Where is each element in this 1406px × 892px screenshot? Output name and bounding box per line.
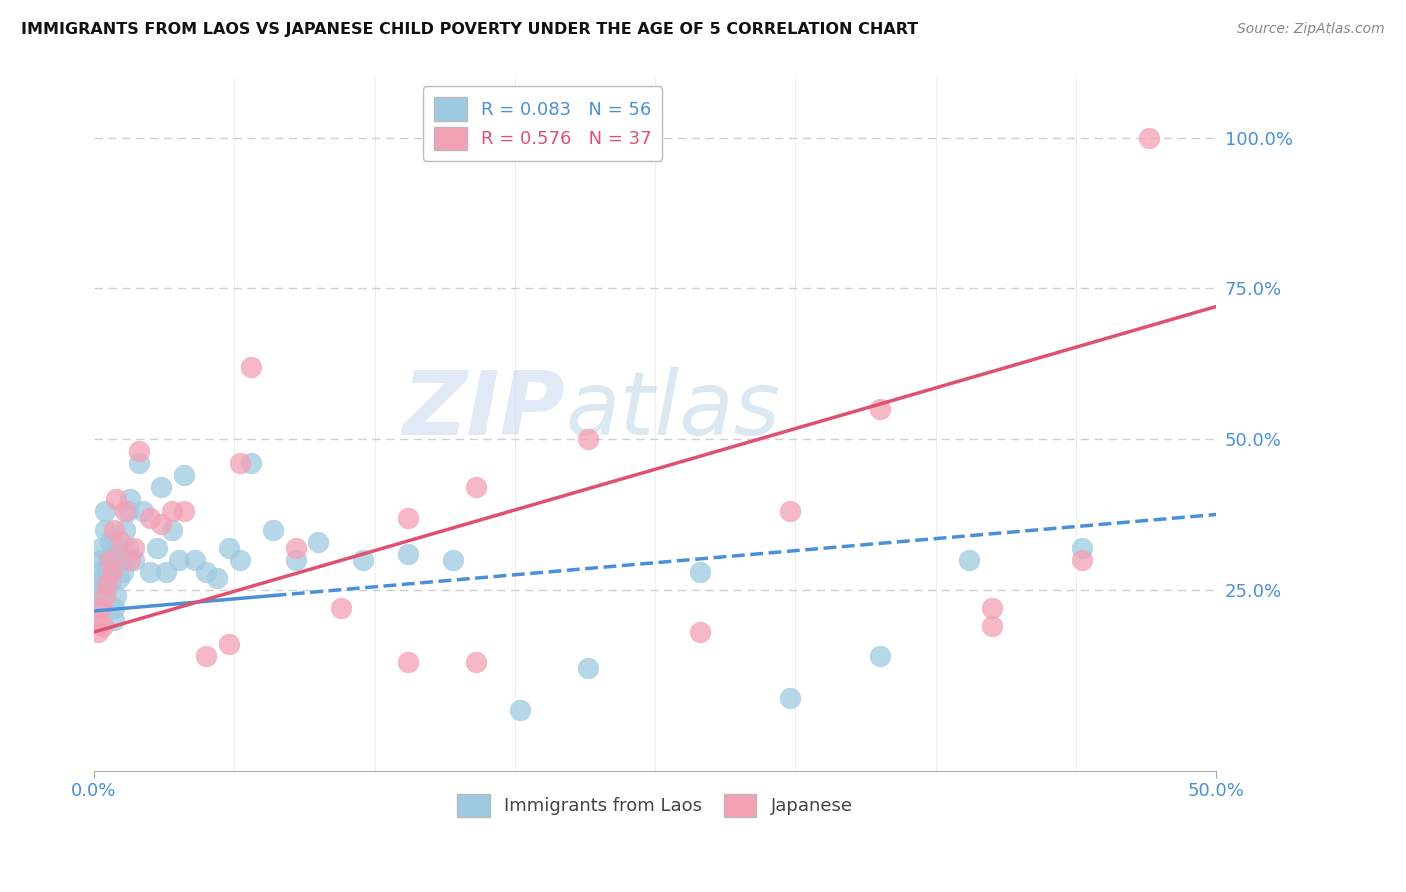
Point	[139, 510, 162, 524]
Text: atlas: atlas	[565, 368, 780, 453]
Point	[94, 589, 117, 603]
Point	[509, 703, 531, 717]
Point	[128, 444, 150, 458]
Point	[229, 552, 252, 566]
Point	[218, 637, 240, 651]
Point	[105, 541, 128, 555]
Legend: Immigrants from Laos, Japanese: Immigrants from Laos, Japanese	[450, 787, 860, 824]
Point	[869, 402, 891, 417]
Point	[124, 552, 146, 566]
Point	[980, 601, 1002, 615]
Point	[94, 523, 117, 537]
Point	[96, 552, 118, 566]
Point	[1070, 552, 1092, 566]
Point	[84, 613, 107, 627]
Point	[101, 547, 124, 561]
Point	[87, 565, 110, 579]
Point	[114, 504, 136, 518]
Point	[396, 510, 419, 524]
Point	[162, 504, 184, 518]
Point	[689, 625, 711, 640]
Point	[150, 516, 173, 531]
Point	[329, 601, 352, 615]
Point	[167, 552, 190, 566]
Text: IMMIGRANTS FROM LAOS VS JAPANESE CHILD POVERTY UNDER THE AGE OF 5 CORRELATION CH: IMMIGRANTS FROM LAOS VS JAPANESE CHILD P…	[21, 22, 918, 37]
Point	[229, 456, 252, 470]
Point	[96, 577, 118, 591]
Point	[155, 565, 177, 579]
Point	[240, 456, 263, 470]
Point	[139, 565, 162, 579]
Point	[184, 552, 207, 566]
Point	[195, 565, 218, 579]
Text: ZIP: ZIP	[402, 367, 565, 454]
Point	[464, 480, 486, 494]
Point	[84, 601, 107, 615]
Point	[103, 613, 125, 627]
Point	[117, 504, 139, 518]
Point	[957, 552, 980, 566]
Point	[90, 601, 112, 615]
Point	[396, 547, 419, 561]
Point	[132, 504, 155, 518]
Point	[441, 552, 464, 566]
Point	[91, 582, 114, 597]
Point	[240, 359, 263, 374]
Point	[779, 691, 801, 706]
Point	[146, 541, 169, 555]
Point	[91, 571, 114, 585]
Point	[91, 619, 114, 633]
Point	[576, 432, 599, 446]
Point	[218, 541, 240, 555]
Point	[1137, 130, 1160, 145]
Point	[101, 565, 124, 579]
Point	[105, 589, 128, 603]
Point	[98, 552, 121, 566]
Point	[124, 541, 146, 555]
Point	[112, 565, 135, 579]
Point	[87, 577, 110, 591]
Point	[103, 601, 125, 615]
Point	[284, 541, 307, 555]
Point	[110, 552, 132, 566]
Point	[195, 649, 218, 664]
Point	[980, 619, 1002, 633]
Point	[779, 504, 801, 518]
Point	[90, 541, 112, 555]
Point	[352, 552, 374, 566]
Point	[869, 649, 891, 664]
Point	[118, 492, 141, 507]
Point	[84, 589, 107, 603]
Point	[94, 504, 117, 518]
Point	[117, 541, 139, 555]
Point	[207, 571, 229, 585]
Point	[576, 661, 599, 675]
Point	[396, 655, 419, 669]
Point	[98, 577, 121, 591]
Point	[114, 523, 136, 537]
Point	[307, 534, 329, 549]
Point	[689, 565, 711, 579]
Point	[110, 534, 132, 549]
Point	[128, 456, 150, 470]
Point	[1070, 541, 1092, 555]
Point	[263, 523, 285, 537]
Text: Source: ZipAtlas.com: Source: ZipAtlas.com	[1237, 22, 1385, 37]
Point	[284, 552, 307, 566]
Point	[107, 571, 129, 585]
Point	[173, 468, 195, 483]
Point	[162, 523, 184, 537]
Point	[101, 558, 124, 573]
Point	[90, 552, 112, 566]
Point	[150, 480, 173, 494]
Point	[118, 552, 141, 566]
Point	[98, 534, 121, 549]
Point	[464, 655, 486, 669]
Point	[103, 523, 125, 537]
Point	[105, 492, 128, 507]
Point	[87, 625, 110, 640]
Point	[173, 504, 195, 518]
Point	[96, 565, 118, 579]
